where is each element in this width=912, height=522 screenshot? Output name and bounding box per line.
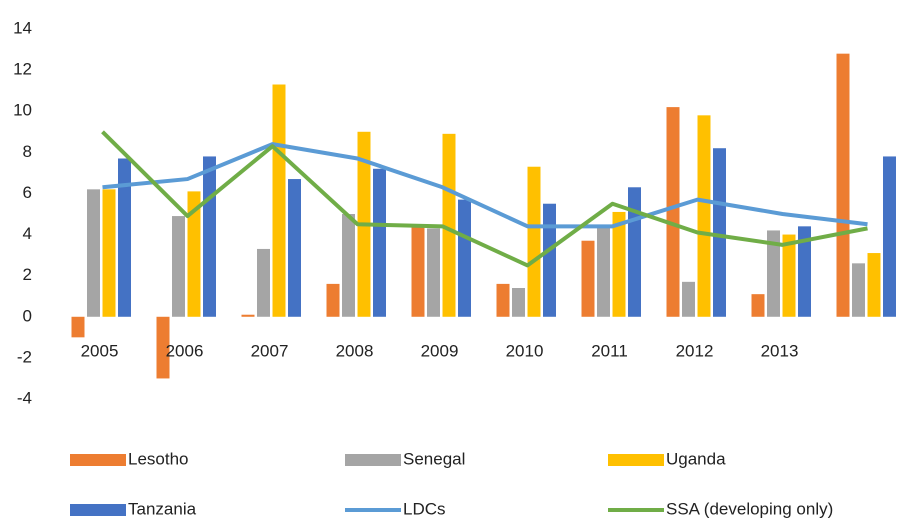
bar: [543, 203, 556, 317]
bar: [782, 234, 796, 317]
bar: [867, 253, 881, 317]
bar: [373, 168, 386, 317]
x-tick-label: 2009: [421, 341, 459, 360]
bar: [326, 283, 340, 317]
legend-label: Lesotho: [128, 449, 189, 468]
x-tick-label: 2005: [81, 341, 119, 360]
bar: [612, 211, 626, 317]
y-tick-label: 10: [13, 101, 32, 120]
x-tick-label: 2012: [676, 341, 714, 360]
bar: [666, 107, 680, 317]
y-tick-label: 12: [13, 60, 32, 79]
x-tick-label: 2010: [506, 341, 544, 360]
legend-swatch: [608, 454, 664, 466]
legend-label: Senegal: [403, 449, 465, 468]
y-tick-label: 14: [13, 18, 32, 37]
bar: [458, 199, 471, 317]
bar: [203, 156, 216, 317]
legend-swatch: [70, 454, 126, 466]
bar: [87, 189, 100, 317]
bar: [836, 53, 850, 317]
bar: [883, 156, 896, 317]
bar: [187, 191, 201, 317]
bar: [411, 226, 425, 317]
bar: [442, 133, 456, 317]
bar: [527, 166, 541, 317]
y-tick-label: 4: [23, 224, 32, 243]
y-tick-label: 6: [23, 183, 32, 202]
bar: [257, 248, 270, 317]
bar: [156, 316, 170, 379]
x-tick-label: 2006: [166, 341, 204, 360]
y-tick-label: 2: [23, 265, 32, 284]
bar: [288, 179, 301, 317]
bar: [172, 216, 185, 317]
line-series: [102, 142, 868, 229]
bar: [496, 283, 510, 317]
bar: [102, 189, 116, 317]
bar: [798, 226, 811, 317]
bar: [767, 230, 780, 317]
bar: [682, 281, 695, 317]
legend-label: Uganda: [666, 449, 726, 468]
bar: [751, 294, 765, 317]
bar: [581, 240, 595, 317]
x-tick-label: 2007: [251, 341, 289, 360]
legend-label: SSA (developing only): [666, 499, 833, 518]
legend-label: LDCs: [403, 499, 446, 518]
y-tick-label: -4: [17, 388, 32, 407]
bar: [272, 84, 286, 317]
y-tick-label: -2: [17, 347, 32, 366]
bar: [427, 228, 440, 317]
bar: [241, 314, 255, 317]
bar: [342, 214, 355, 317]
bar: [118, 158, 131, 317]
legend-swatch: [345, 454, 401, 466]
bar: [697, 115, 711, 317]
x-tick-label: 2008: [336, 341, 374, 360]
bar: [71, 316, 85, 338]
x-tick-label: 2011: [591, 341, 628, 360]
legend-label: Tanzania: [128, 499, 197, 518]
line-series: [101, 130, 868, 268]
bar: [852, 263, 865, 317]
x-tick-label: 2013: [761, 341, 799, 360]
bar: [512, 288, 525, 317]
y-tick-label: 0: [23, 306, 32, 325]
legend-swatch: [70, 504, 126, 516]
bar: [628, 187, 641, 317]
bar: [713, 148, 726, 317]
bar: [597, 226, 610, 317]
y-tick-label: 8: [23, 142, 32, 161]
